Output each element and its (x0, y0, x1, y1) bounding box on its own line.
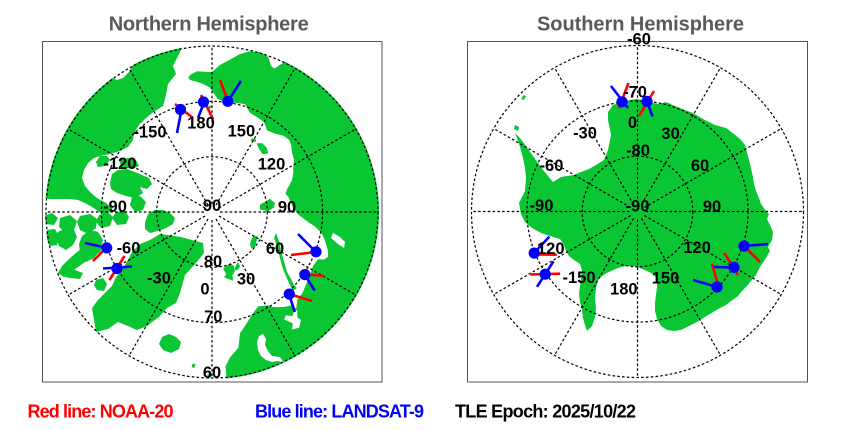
svg-text:-90: -90 (626, 198, 650, 216)
svg-text:Southern Hemisphere: Southern Hemisphere (537, 14, 744, 36)
svg-text:-60: -60 (117, 240, 141, 258)
svg-text:90: 90 (203, 197, 221, 215)
svg-text:-150: -150 (562, 269, 595, 287)
svg-text:0: 0 (200, 281, 209, 299)
svg-text:120: 120 (683, 239, 711, 257)
svg-text:-80: -80 (626, 142, 650, 160)
svg-text:180: 180 (187, 115, 215, 133)
svg-text:30: 30 (237, 271, 255, 289)
svg-text:60: 60 (691, 157, 709, 175)
svg-text:Northern Hemisphere: Northern Hemisphere (109, 14, 309, 36)
svg-text:150: 150 (652, 269, 680, 287)
svg-text:60: 60 (203, 364, 221, 382)
svg-text:-90: -90 (530, 197, 554, 215)
svg-text:TLE Epoch: 2025/10/22: TLE Epoch: 2025/10/22 (455, 402, 636, 422)
svg-text:0: 0 (628, 114, 637, 132)
svg-text:120: 120 (258, 156, 286, 174)
svg-text:30: 30 (661, 125, 679, 143)
svg-text:70: 70 (204, 308, 222, 326)
svg-text:Red line: NOAA-20: Red line: NOAA-20 (28, 402, 174, 422)
svg-text:Blue line: LANDSAT-9: Blue line: LANDSAT-9 (255, 402, 424, 422)
svg-text:-90: -90 (103, 198, 127, 216)
svg-text:80: 80 (204, 253, 222, 271)
svg-text:-60: -60 (540, 157, 564, 175)
svg-text:-30: -30 (147, 270, 171, 288)
svg-text:-120: -120 (103, 155, 136, 173)
svg-text:60: 60 (266, 240, 284, 258)
svg-text:-150: -150 (133, 124, 166, 142)
svg-text:90: 90 (278, 199, 296, 217)
svg-text:-30: -30 (573, 125, 597, 143)
svg-text:150: 150 (228, 123, 256, 141)
svg-text:180: 180 (610, 281, 638, 299)
svg-text:90: 90 (703, 198, 721, 216)
